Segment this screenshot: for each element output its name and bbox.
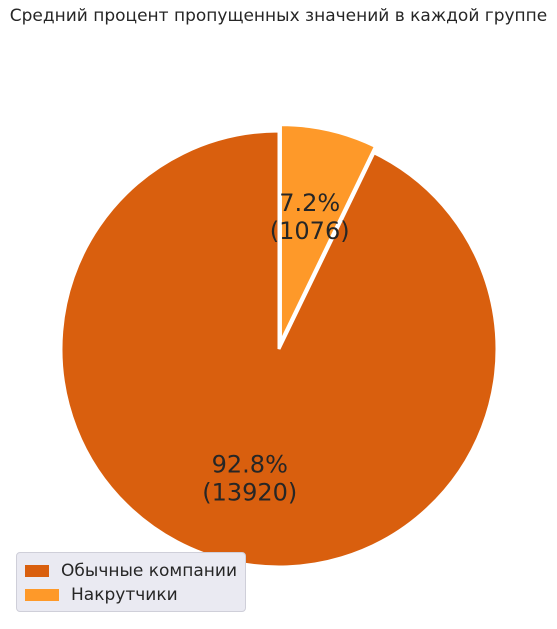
legend-label-regular: Обычные компании [61, 561, 237, 581]
legend-swatch-boosters [25, 589, 59, 601]
legend-item-regular: Обычные компании [25, 559, 237, 583]
legend-label-boosters: Накрутчики [71, 585, 178, 605]
slice-label-boosters: 7.2% (1076) [270, 189, 350, 245]
legend-swatch-regular [25, 565, 49, 577]
legend-item-boosters: Накрутчики [25, 583, 237, 607]
slice-label-regular: 92.8% (13920) [202, 450, 297, 506]
legend: Обычные компании Накрутчики [16, 552, 246, 612]
